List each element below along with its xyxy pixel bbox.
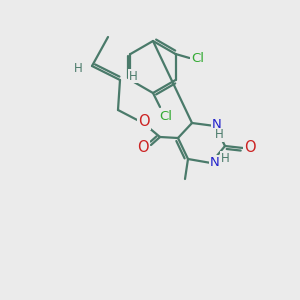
Text: Cl: Cl <box>160 110 172 122</box>
Text: O: O <box>138 115 150 130</box>
Text: Cl: Cl <box>191 52 204 65</box>
Text: O: O <box>137 140 149 155</box>
Text: N: N <box>212 118 222 130</box>
Text: H: H <box>220 152 230 164</box>
Text: H: H <box>214 128 224 142</box>
Text: H: H <box>74 62 82 76</box>
Text: N: N <box>210 155 220 169</box>
Text: H: H <box>129 70 137 83</box>
Text: O: O <box>244 140 256 155</box>
